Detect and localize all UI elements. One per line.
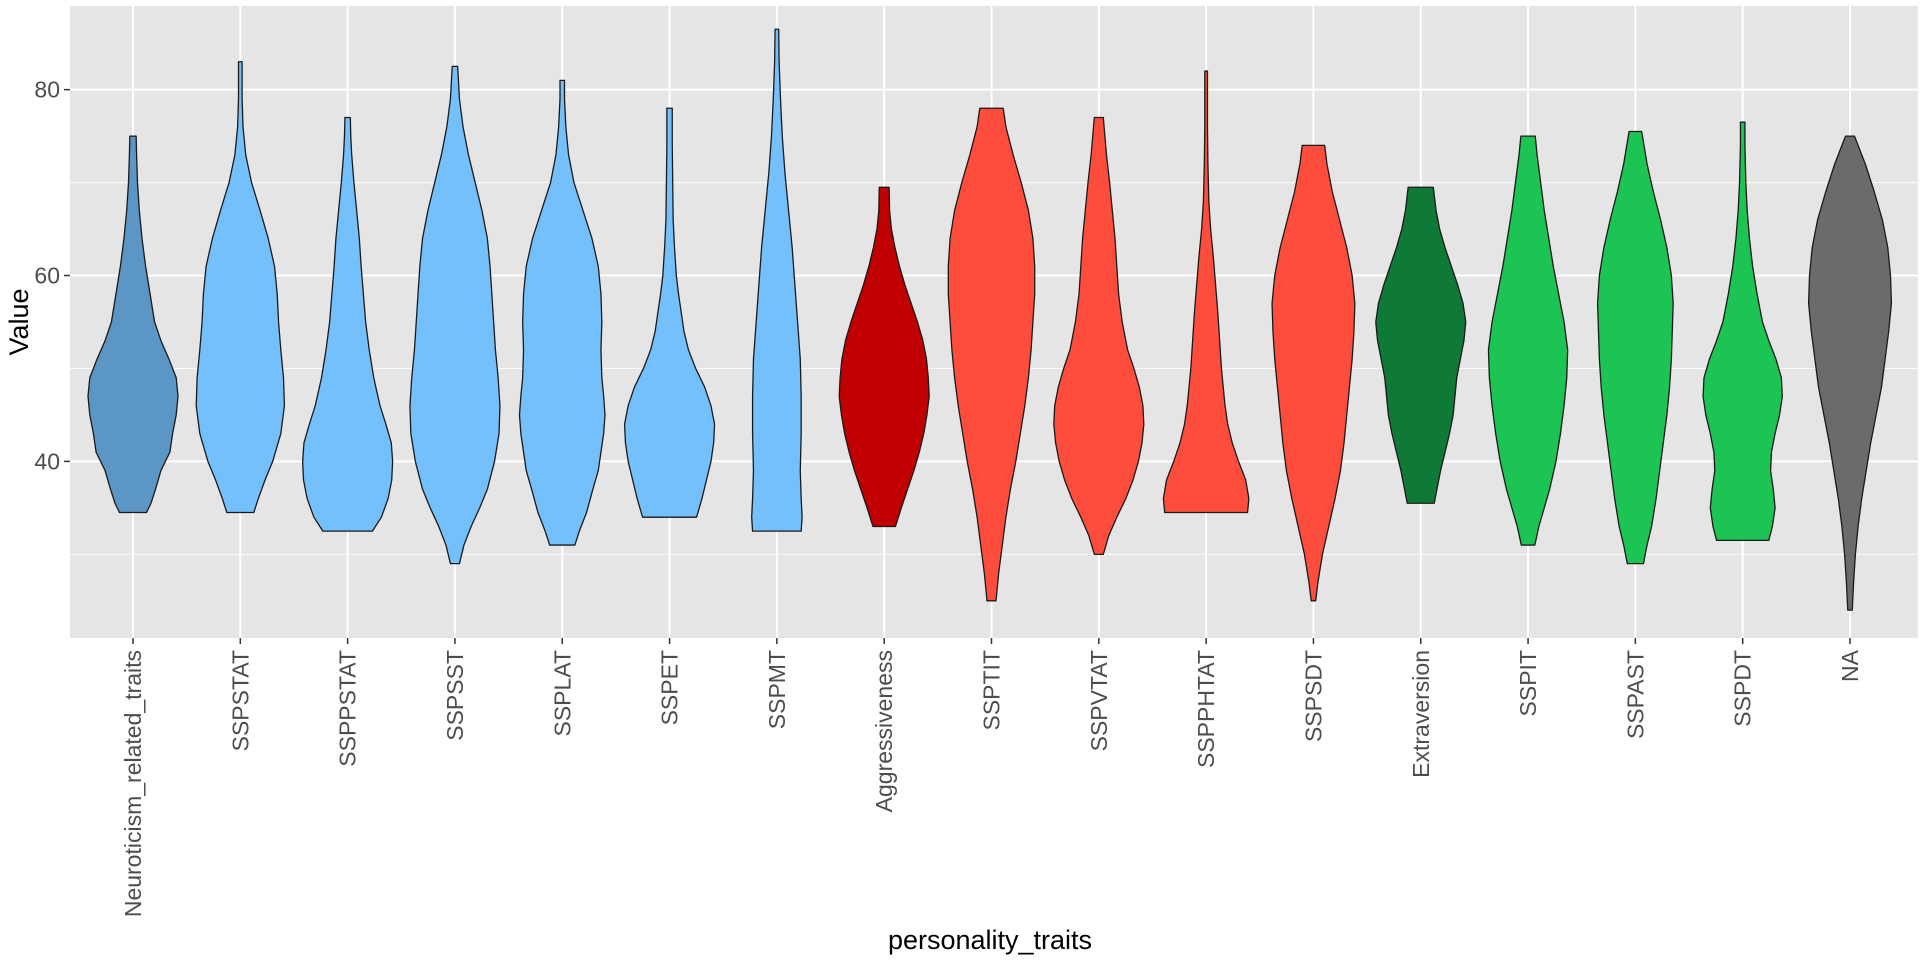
x-tick-label: SSPSDT bbox=[1300, 650, 1326, 742]
x-axis-title: personality_traits bbox=[888, 925, 1092, 955]
x-tick-label: SSPPHTAT bbox=[1193, 650, 1219, 768]
y-tick-label: 60 bbox=[34, 263, 60, 289]
x-tick-label: Aggressiveness bbox=[871, 650, 897, 812]
y-tick-label: 80 bbox=[34, 77, 60, 103]
violins-group bbox=[87, 28, 1893, 611]
x-tick-label: SSPAST bbox=[1622, 650, 1648, 739]
x-tick-label: SSPVTAT bbox=[1086, 650, 1112, 751]
y-axis-title: Value bbox=[4, 288, 34, 355]
violin-sspvtat bbox=[1053, 116, 1145, 555]
violin-ssptit bbox=[947, 107, 1036, 602]
x-tick-label: SSPIT bbox=[1515, 650, 1541, 716]
violin-sspit bbox=[1487, 135, 1569, 546]
violin-sspsst bbox=[409, 65, 501, 565]
violin-sspstat bbox=[195, 61, 286, 514]
violin-neuroticism_related_traits bbox=[87, 135, 179, 514]
violin-aggressiveness bbox=[838, 186, 930, 528]
x-tick-label: SSPLAT bbox=[549, 650, 575, 737]
violin-ssppstat bbox=[301, 116, 394, 532]
x-tick-label: SSPMT bbox=[764, 650, 790, 729]
violin-sspast bbox=[1596, 130, 1674, 565]
violin-sspmt bbox=[751, 28, 803, 532]
violin-na bbox=[1807, 135, 1893, 611]
violin-sspsdt bbox=[1271, 144, 1356, 602]
x-tick-label: SSPDT bbox=[1730, 650, 1756, 727]
x-tick-label: NA bbox=[1837, 649, 1863, 682]
x-tick-label: SSPET bbox=[657, 650, 683, 725]
x-tick-label: Extraversion bbox=[1408, 650, 1434, 778]
x-tick-label: SSPSTAT bbox=[227, 650, 253, 751]
violin-sspet bbox=[623, 107, 716, 518]
y-axis: 40 60 80 bbox=[34, 77, 70, 474]
x-tick-label: SSPSST bbox=[442, 650, 468, 741]
violin-extraversion bbox=[1375, 186, 1467, 504]
x-axis: Neuroticism_related_traits SSPSTAT SSPPSTA… bbox=[120, 638, 1863, 917]
violin-sspdt bbox=[1702, 121, 1783, 542]
violin-sspphtat bbox=[1162, 70, 1250, 514]
violin-ssplat bbox=[518, 79, 606, 546]
y-tick-label: 40 bbox=[34, 448, 60, 474]
x-tick-label: SSPPSTAT bbox=[335, 650, 361, 767]
x-tick-label: SSPTIT bbox=[979, 650, 1005, 731]
x-tick-label: Neuroticism_related_traits bbox=[120, 650, 146, 917]
